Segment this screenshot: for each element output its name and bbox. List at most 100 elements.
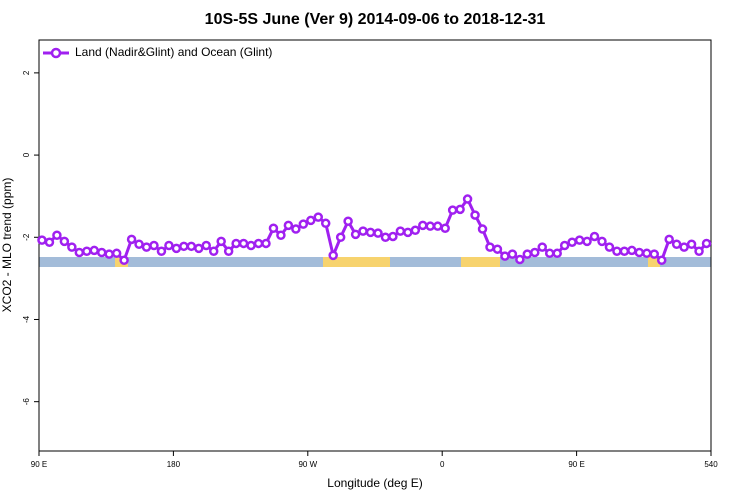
data-point [74,247,85,258]
y-tick-label: -4 [22,315,31,323]
data-point [223,246,234,257]
data-point [589,231,600,242]
data-point [283,220,294,231]
data-point [634,247,645,258]
data-point [582,236,592,247]
data-point [328,250,338,261]
data-point [507,249,518,259]
data-point [567,237,577,247]
data-point [671,239,682,250]
y-tick-label: -6 [22,398,31,406]
data-point [559,240,570,251]
chart-title: 10S-5S June (Ver 9) 2014-09-06 to 2018-1… [205,11,546,28]
data-point [111,248,122,259]
x-tick-label: 90 E [31,460,47,469]
land-ocean-band [39,257,711,267]
data-point [37,235,47,245]
data-point [373,228,383,238]
data-point [604,242,615,252]
data-point [156,246,167,257]
data-point [253,238,264,249]
data-point [52,230,62,240]
data-point [462,194,473,204]
data-point [522,249,533,259]
data-point [335,232,346,243]
x-tick-label: 540 [704,460,718,469]
data-point [119,255,129,266]
land-band [323,257,390,267]
data-point [276,230,286,240]
y-tick-label: -2 [22,233,31,241]
data-point [410,225,421,236]
data-point [238,238,249,249]
data-point [59,236,70,247]
data-point [164,240,174,251]
legend-marker [50,47,62,59]
data-point [291,224,301,234]
data-point [268,223,279,233]
data-point [246,240,256,251]
legend-label: Land (Nadir&Glint) and Ocean (Glint) [75,45,272,59]
data-point [694,246,704,257]
data-point [686,239,697,250]
data-point [306,215,316,226]
data-point [320,218,331,229]
x-axis-label: Longitude (deg E) [327,476,422,490]
data-point [679,242,689,252]
x-tick-label: 90 E [568,460,584,469]
data-point [141,242,152,252]
data-point [350,229,361,240]
data-point [82,246,92,257]
data-point [365,227,376,238]
data-point [552,248,562,259]
data-point [395,226,406,236]
x-tick-label: 180 [167,460,181,469]
data-point [216,236,226,247]
data-point [530,247,540,258]
data-point [380,232,391,243]
data-point [89,245,100,256]
data-point [612,246,622,257]
data-point [544,248,555,259]
data-point [701,238,712,249]
x-tick-label: 90 W [298,460,317,469]
data-point [418,220,428,231]
data-point [186,241,197,252]
data-point [104,249,114,259]
data-point [627,245,637,256]
data-point [358,226,368,236]
data-point [179,241,189,252]
data-point [492,244,503,254]
data-point [649,249,660,259]
data-point [455,204,465,215]
data-point [470,210,480,220]
data-point [67,242,77,252]
data-point [403,227,413,238]
data-point [231,238,241,249]
land-band [648,257,660,267]
land-band [461,257,500,267]
data-point [597,236,607,247]
data-point [664,234,674,245]
y-axis-label: XCO2 - MLO trend (ppm) [0,178,14,313]
data-point [432,221,443,231]
data-point [388,231,398,242]
x-tick-label: 0 [440,460,445,469]
data-point [343,216,353,227]
data-point [642,248,652,259]
data-point [447,205,458,215]
data-point [313,212,324,222]
data-point [515,254,525,265]
data-point [500,251,510,261]
data-point [171,243,182,254]
data-point [440,223,450,233]
y-tick-label: 0 [22,152,31,157]
data-point [619,246,630,257]
data-point [134,239,144,250]
data-point [126,234,137,245]
data-point [149,240,159,251]
plot-frame [38,39,712,452]
data-point [477,224,488,234]
data-point [208,246,219,257]
